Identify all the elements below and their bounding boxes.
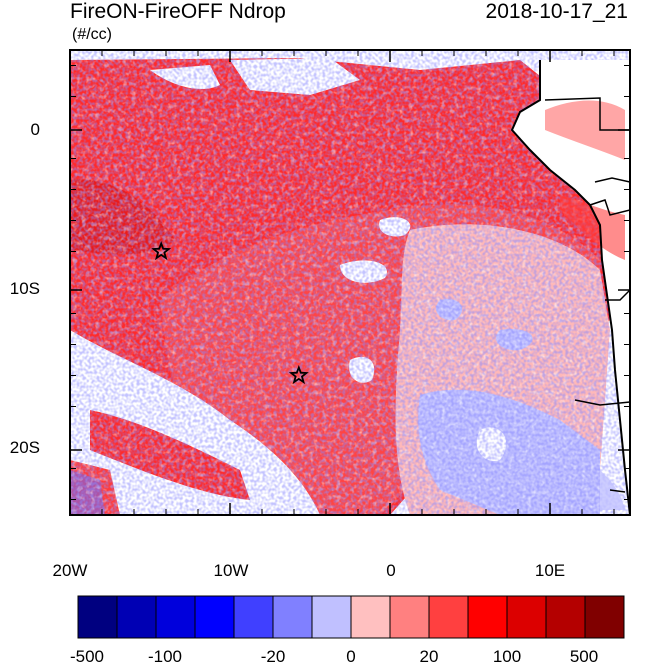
colorbar-swatch: [350, 595, 391, 639]
lat-label-20s: 20S: [9, 438, 40, 457]
lon-label-10w: 10W: [213, 561, 249, 580]
colorbar-label: -500: [69, 647, 105, 666]
colorbar-swatch: [194, 595, 235, 639]
star-marker-1: [151, 240, 172, 261]
star-marker-2: [288, 364, 309, 385]
colorbar-label: 100: [492, 647, 522, 666]
colorbar-label: 20: [419, 647, 439, 666]
lat-label-0: 0: [30, 120, 40, 139]
colorbar-swatch: [77, 595, 118, 639]
colorbar-swatch: [584, 595, 625, 639]
colorbar-label: 500: [569, 647, 599, 666]
colorbar-swatch: [545, 595, 586, 639]
colorbar-label: 0: [346, 647, 356, 666]
colorbar-label: -20: [260, 647, 286, 666]
colorbar-swatch: [506, 595, 547, 639]
plot-frame: [69, 49, 631, 516]
colorbar-swatch: [155, 595, 196, 639]
star-markers: [151, 240, 309, 385]
lon-label-10e: 10E: [534, 561, 566, 580]
colorbar-swatch: [116, 595, 157, 639]
colorbar-swatch: [428, 595, 469, 639]
units-label: (#/cc): [72, 26, 112, 43]
colorbar-swatch: [467, 595, 508, 639]
colorbar: [77, 595, 625, 639]
lat-label-10s: 10S: [9, 279, 40, 298]
colorbar-swatch: [311, 595, 352, 639]
map-title: FireON-FireOFF Ndrop: [70, 0, 286, 23]
colorbar-label: -100: [147, 647, 183, 666]
minor-ticks: [70, 50, 630, 515]
map-date: 2018-10-17_21: [485, 0, 628, 23]
lon-label-20w: 20W: [52, 561, 88, 580]
lon-label-0: 0: [386, 561, 396, 580]
colorbar-swatch: [389, 595, 430, 639]
colorbar-swatch: [233, 595, 274, 639]
colorbar-swatch: [272, 595, 313, 639]
ndrop-field: [70, 50, 630, 515]
axis-ticks: [69, 50, 630, 515]
